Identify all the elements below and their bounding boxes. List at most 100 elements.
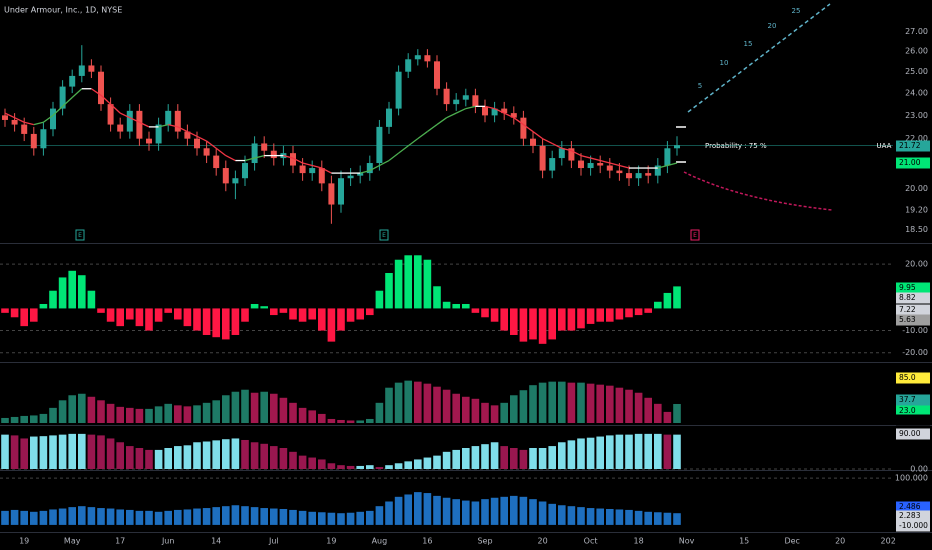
bar [538,501,547,525]
badge [896,140,930,152]
bar [356,308,364,320]
moving-average [619,164,630,169]
bar [39,303,48,309]
bar [510,395,518,423]
badge-label: 23.0 [899,406,916,415]
x-tick-label: Dec [784,537,799,546]
projection-label: 20 [768,22,777,30]
bar [68,433,76,469]
moving-average [523,124,534,133]
bar [318,512,326,525]
bar [183,308,192,327]
bar [116,509,124,525]
bar [20,510,28,525]
bar [202,508,211,525]
bar [433,286,441,309]
bar [279,448,288,469]
candle-body [462,95,469,100]
moving-average [551,142,563,149]
bar [174,446,182,469]
bar [394,496,403,525]
bar [193,308,201,331]
bar [510,308,518,335]
moving-average [52,105,64,116]
bar [586,308,595,324]
candle-body [482,106,488,116]
bar [135,308,144,327]
event-label: E [78,232,82,239]
badge-label: 8.82 [899,293,916,302]
bar [183,509,192,525]
bar [490,405,499,423]
bar [58,434,67,469]
bar [462,396,470,423]
bar [212,440,220,469]
moving-average [388,152,399,162]
bar [20,308,28,327]
bar [1,308,9,313]
bar [270,308,278,316]
bar [500,308,508,331]
candle-body [434,61,440,89]
bar [145,308,153,331]
bar [471,446,480,469]
candle-body [376,126,383,164]
x-tick-label: 202 [881,537,896,546]
candle-body [88,65,95,72]
candle-body [443,88,450,105]
moving-average [187,130,198,137]
moving-average [43,114,54,123]
moving-average [571,150,582,157]
moving-average [244,157,255,162]
candle-body [155,124,162,144]
badge [896,520,930,532]
y-tick-label: 18.50 [905,225,928,234]
bar [519,390,528,423]
badge-label: -10.000 [899,521,928,530]
bar [414,255,422,309]
bar [241,389,249,423]
y-tick-label: 100.000 [895,474,928,483]
candle-body [174,110,181,132]
moving-average [600,159,610,164]
bar [625,308,633,318]
moving-average [513,117,524,126]
bar [442,389,451,423]
x-tick-label: Sep [477,537,492,546]
candle-body [107,104,114,125]
moving-average [360,169,370,174]
bar [260,443,268,469]
event-label: E [382,232,386,239]
bar [366,418,374,423]
candle-body [146,138,152,144]
bar [10,435,19,469]
moving-average [446,112,457,119]
moving-average [206,140,217,149]
event-marker [379,229,389,241]
candle-body [69,75,76,87]
y-tick-label: 22.00 [905,134,928,143]
ticker: UAA [877,142,892,150]
bar [97,308,105,313]
candle-body [501,108,508,114]
bar [548,503,556,525]
badge [896,428,930,440]
candle-body [424,55,431,62]
bar [452,303,460,309]
candle-body [347,175,354,179]
y-tick-label: -10.00 [902,326,928,335]
badge [896,304,930,316]
candle-body [270,150,277,159]
candle-body [98,71,104,105]
bar [433,495,441,525]
bar [87,290,96,309]
candle-body [251,143,258,164]
candle-body [78,65,85,76]
bar [174,509,182,525]
bar [298,308,307,322]
bar [193,442,201,469]
bar [183,445,192,469]
bar [471,398,480,423]
bar [231,308,240,335]
